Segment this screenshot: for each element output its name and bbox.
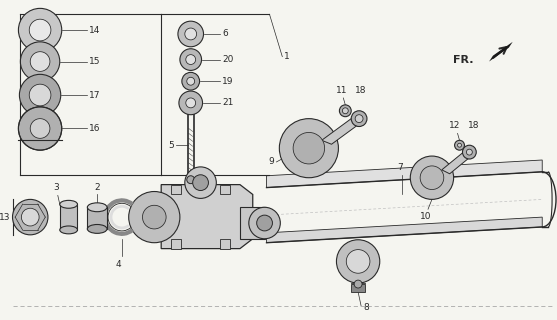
- Circle shape: [462, 145, 476, 159]
- Text: 14: 14: [89, 26, 101, 35]
- Polygon shape: [161, 185, 253, 249]
- Text: 8: 8: [363, 303, 369, 312]
- Polygon shape: [267, 160, 542, 188]
- Ellipse shape: [60, 226, 77, 234]
- Circle shape: [187, 176, 194, 184]
- Circle shape: [455, 140, 465, 150]
- Bar: [60, 204, 77, 230]
- Text: 18: 18: [468, 122, 480, 131]
- Text: 7: 7: [398, 163, 403, 172]
- Polygon shape: [489, 42, 512, 61]
- Circle shape: [30, 52, 50, 71]
- Bar: [171, 185, 181, 195]
- Circle shape: [186, 55, 196, 65]
- Circle shape: [180, 49, 202, 70]
- Circle shape: [351, 111, 367, 126]
- Bar: [87, 207, 107, 229]
- Text: 11: 11: [336, 86, 347, 95]
- Text: 18: 18: [355, 86, 367, 95]
- Circle shape: [143, 205, 166, 229]
- Text: FR.: FR.: [453, 55, 473, 65]
- Circle shape: [185, 167, 216, 198]
- Polygon shape: [240, 207, 265, 239]
- Polygon shape: [322, 119, 361, 144]
- Text: 6: 6: [222, 29, 228, 38]
- Circle shape: [339, 105, 351, 117]
- Circle shape: [336, 240, 380, 283]
- Text: 2: 2: [94, 182, 100, 191]
- Circle shape: [293, 132, 325, 164]
- Circle shape: [411, 156, 453, 199]
- Circle shape: [185, 28, 197, 40]
- Text: 15: 15: [89, 57, 101, 66]
- Circle shape: [355, 115, 363, 123]
- Circle shape: [19, 74, 61, 116]
- Circle shape: [21, 208, 39, 226]
- Circle shape: [186, 98, 196, 108]
- Circle shape: [30, 119, 50, 138]
- Ellipse shape: [87, 225, 107, 233]
- Text: 3: 3: [53, 183, 58, 193]
- Circle shape: [30, 19, 51, 41]
- Text: 19: 19: [222, 77, 234, 86]
- Circle shape: [457, 143, 462, 147]
- Text: 9: 9: [268, 157, 275, 166]
- Circle shape: [129, 191, 180, 243]
- Circle shape: [12, 199, 48, 235]
- Circle shape: [420, 166, 444, 189]
- Polygon shape: [267, 217, 542, 243]
- Text: 5: 5: [168, 141, 174, 150]
- Text: 1: 1: [284, 52, 290, 61]
- Circle shape: [343, 108, 348, 114]
- Circle shape: [466, 149, 472, 155]
- Ellipse shape: [87, 203, 107, 212]
- Bar: [351, 284, 365, 292]
- Circle shape: [187, 77, 194, 85]
- Circle shape: [354, 280, 362, 288]
- Circle shape: [249, 207, 280, 239]
- Circle shape: [21, 42, 60, 81]
- Ellipse shape: [60, 200, 77, 208]
- Circle shape: [178, 21, 203, 47]
- Circle shape: [18, 107, 62, 150]
- Circle shape: [182, 72, 199, 90]
- Circle shape: [346, 250, 370, 273]
- Circle shape: [179, 91, 203, 115]
- Circle shape: [18, 8, 62, 52]
- Text: 10: 10: [421, 212, 432, 221]
- Text: 13: 13: [0, 212, 11, 222]
- Circle shape: [30, 84, 51, 106]
- Text: 12: 12: [449, 122, 460, 131]
- Text: 16: 16: [89, 124, 101, 133]
- Text: 21: 21: [222, 98, 233, 108]
- Circle shape: [280, 119, 339, 178]
- Circle shape: [257, 215, 272, 231]
- Bar: [220, 185, 230, 195]
- Text: 17: 17: [89, 91, 101, 100]
- Text: 4: 4: [116, 260, 121, 269]
- Text: 20: 20: [222, 55, 233, 64]
- Bar: [171, 239, 181, 249]
- Polygon shape: [442, 152, 471, 174]
- Bar: [220, 239, 230, 249]
- Circle shape: [193, 175, 208, 190]
